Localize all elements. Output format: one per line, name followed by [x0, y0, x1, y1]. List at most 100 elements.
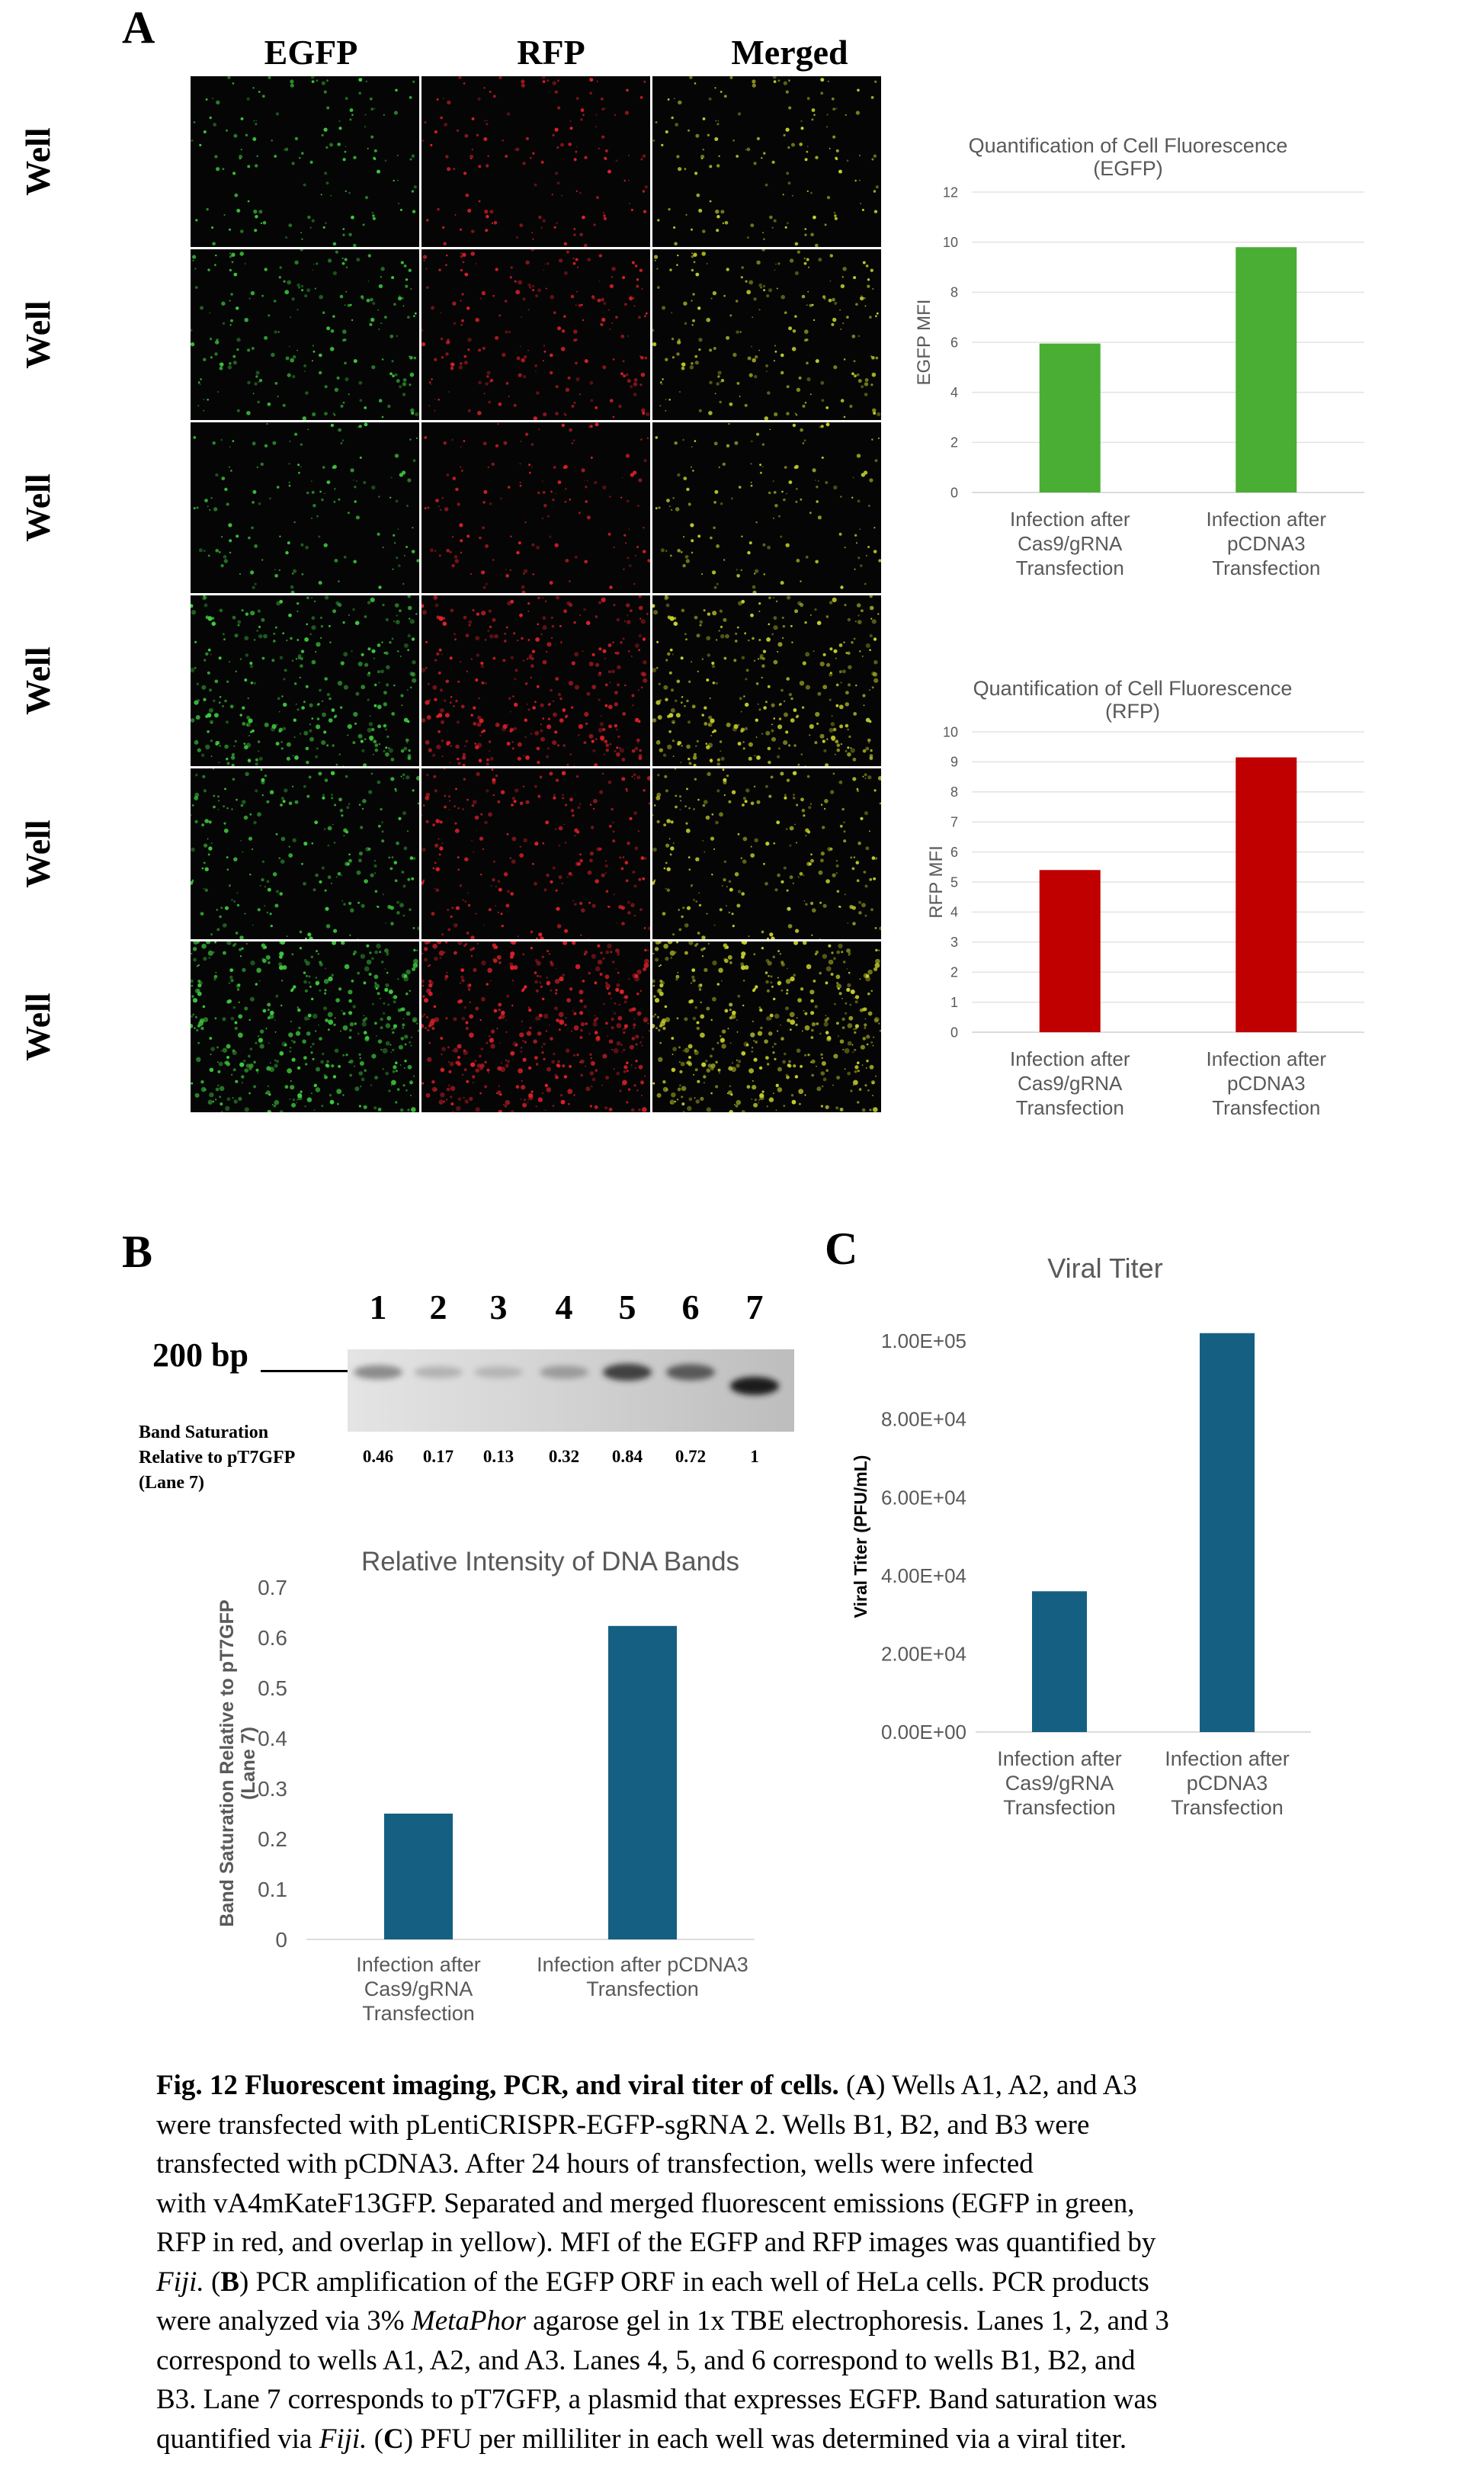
- bar: [1200, 1333, 1255, 1732]
- y-tick-label: 0.7: [258, 1576, 287, 1599]
- caption-line: were transfected with pLentiCRISPR-EGFP-…: [156, 2106, 1345, 2145]
- y-tick-label: 2.00E+04: [881, 1643, 966, 1666]
- y-tick-label: 0.3: [258, 1777, 287, 1801]
- caption-segment: ) Wells A1, A2, and A3: [876, 2070, 1137, 2101]
- viral-titer-chart: Viral Titer 0.00E+00 2.00E+04 4.00E+04 6.00E…: [851, 1253, 1311, 1819]
- gel-image: [348, 1349, 794, 1432]
- caption-segment: quantified via: [156, 2423, 319, 2455]
- x-category-label: Infection after: [1206, 1047, 1326, 1070]
- microscopy-image-merged: [652, 249, 881, 420]
- caption-line: transfected with pCDNA3. After 24 hours …: [156, 2144, 1345, 2184]
- y-axis-label: RFP MFI: [926, 845, 947, 919]
- x-category-label: Cas9/gRNA: [1018, 1072, 1123, 1095]
- gel-saturation-value: 0.17: [422, 1447, 454, 1466]
- y-tick-label: 1.00E+05: [881, 1330, 966, 1352]
- microscopy-image-egfp: [191, 595, 419, 766]
- caption-line: Fig. 12 Fluorescent imaging, PCR, and vi…: [156, 2066, 1345, 2106]
- caption-segment: (: [838, 2070, 856, 2101]
- x-category-label: Transfection: [1003, 1796, 1116, 1819]
- microscopy-image-merged: [652, 768, 881, 939]
- x-category-label: Infection after: [997, 1747, 1122, 1770]
- row-label-well: Well: [18, 820, 57, 888]
- microscopy-image-merged: [652, 76, 881, 247]
- x-category-label: Infection after pCDNA3: [537, 1953, 748, 1976]
- caption-line: quantified via Fiji. (C) PFU per millili…: [156, 2420, 1345, 2459]
- x-category-label: pCDNA3: [1227, 1072, 1306, 1095]
- caption-line: with vA4mKateF13GFP. Separated and merge…: [156, 2184, 1345, 2224]
- row-label-well: Well: [18, 646, 57, 715]
- caption-segment: ) PCR amplification of the EGFP ORF in e…: [239, 2266, 1149, 2298]
- gel-lane-number: 2: [429, 1288, 447, 1326]
- y-tick-label: 0.5: [258, 1676, 287, 1700]
- gel-lane-number: 6: [681, 1288, 700, 1326]
- microscopy-image-merged: [652, 422, 881, 593]
- y-axis-label: Band Saturation Relative to pT7GFP: [216, 1599, 238, 1926]
- y-tick-label: 0: [275, 1928, 287, 1952]
- caption-line: were analyzed via 3% MetaPhor agarose ge…: [156, 2302, 1345, 2341]
- y-tick-label: 10: [943, 235, 958, 250]
- y-axis-label: Viral Titer (PFU/mL): [851, 1455, 870, 1618]
- caption-segment: (: [204, 2266, 221, 2298]
- y-tick-label: 2: [950, 435, 958, 451]
- caption-segment: correspond to wells A1, A2, and A3. Lane…: [156, 2344, 1136, 2376]
- column-header-merged: Merged: [731, 33, 848, 72]
- x-category-label: Infection after: [356, 1953, 481, 1976]
- band-saturation-label-line-2: Relative to pT7GFP: [139, 1448, 296, 1468]
- y-tick-label: 4: [950, 905, 958, 920]
- band-saturation-label-line-1: Band Saturation: [139, 1423, 269, 1442]
- gel-saturation-values: 0.46 0.17 0.13 0.32 0.84 0.72 1: [335, 1447, 793, 1470]
- y-tick-label: 2: [950, 965, 958, 980]
- caption-segment: C: [383, 2423, 404, 2455]
- microscopy-image-egfp: [191, 76, 419, 247]
- y-tick-label: 12: [943, 184, 958, 200]
- rfp-mfi-chart: Quantification of Cell Fluorescence(RFP)…: [926, 677, 1364, 1119]
- figure-caption: Fig. 12 Fluorescent imaging, PCR, and vi…: [156, 2066, 1345, 2459]
- y-tick-label: 4: [950, 385, 958, 400]
- panel-label-b: B: [122, 1227, 153, 1277]
- x-category-label: Transfection: [1212, 1096, 1320, 1119]
- microscopy-image-rfp: [421, 422, 650, 593]
- chart-title: Relative Intensity of DNA Bands: [361, 1547, 739, 1577]
- row-label-well: Well: [18, 473, 57, 542]
- y-axis-label: (Lane 7): [238, 1727, 259, 1800]
- x-category-label: pCDNA3: [1227, 532, 1306, 555]
- gel-saturation-value: 0.46: [362, 1447, 394, 1466]
- y-tick-label: 7: [950, 815, 958, 830]
- caption-line: B3. Lane 7 corresponds to pT7GFP, a plas…: [156, 2380, 1345, 2420]
- caption-segment: MetaPhor: [411, 2305, 526, 2337]
- bar: [384, 1814, 453, 1939]
- microscopy-image-rfp: [421, 768, 650, 939]
- gel-saturation-value: 0.32: [548, 1447, 580, 1466]
- x-category-label: pCDNA3: [1187, 1772, 1268, 1795]
- bar: [1039, 870, 1101, 1032]
- x-category-label: Transfection: [1212, 557, 1320, 579]
- y-tick-label: 5: [950, 874, 958, 890]
- gel-saturation-value: 1: [750, 1447, 759, 1466]
- y-tick-label: 9: [950, 755, 958, 770]
- y-tick-label: 8: [950, 285, 958, 300]
- row-label-well: Well: [18, 300, 57, 369]
- y-axis-label: EGFP MFI: [915, 300, 934, 386]
- gel-lane-number: 4: [555, 1288, 573, 1326]
- caption-segment: (: [367, 2423, 383, 2455]
- x-category-label: Transfection: [1016, 1096, 1124, 1119]
- band-saturation-label-line-3: (Lane 7): [139, 1473, 204, 1493]
- caption-segment: with vA4mKateF13GFP. Separated and merge…: [156, 2187, 1135, 2219]
- x-category-label: Cas9/gRNA: [1018, 532, 1123, 555]
- caption-segment: agarose gel in 1x TBE electrophoresis. L…: [525, 2305, 1169, 2337]
- gel-band: [603, 1363, 652, 1381]
- y-tick-label: 10: [943, 724, 958, 739]
- gel-lane-number: 1: [369, 1288, 387, 1326]
- gel-lane-number: 3: [489, 1288, 508, 1326]
- gel-saturation-value: 0.72: [675, 1447, 707, 1466]
- microscopy-image-egfp: [191, 941, 419, 1112]
- gel-lane-number: 5: [618, 1288, 636, 1326]
- gel-band: [730, 1377, 779, 1395]
- caption-segment: B3. Lane 7 corresponds to pT7GFP, a plas…: [156, 2384, 1158, 2415]
- chart-title: (RFP): [1105, 700, 1160, 723]
- caption-line: correspond to wells A1, A2, and A3. Lane…: [156, 2341, 1345, 2381]
- caption-segment: RFP in red, and overlap in yellow). MFI …: [156, 2227, 1156, 2258]
- caption-segment: were analyzed via 3%: [156, 2305, 412, 2337]
- panel-label-c: C: [825, 1224, 858, 1274]
- column-header-rfp: RFP: [517, 33, 585, 72]
